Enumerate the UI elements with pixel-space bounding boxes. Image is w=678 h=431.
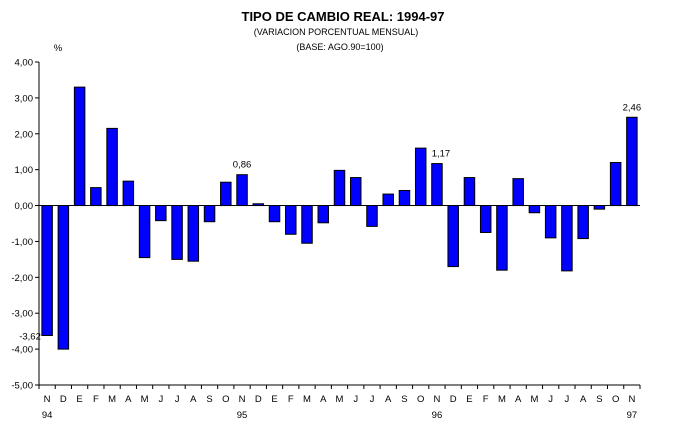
bar	[220, 181, 232, 207]
bar	[626, 116, 638, 207]
y-tick-label: -3,00	[11, 309, 33, 320]
bar	[528, 205, 541, 214]
bar	[414, 147, 427, 207]
y-tick-label: -5,00	[11, 381, 33, 392]
bar	[431, 163, 443, 207]
bar	[496, 205, 508, 271]
bar	[398, 189, 411, 207]
bar	[447, 205, 459, 268]
y-tick-label: 4,00	[15, 58, 34, 69]
bar	[73, 86, 86, 207]
x-tick-label: J	[548, 394, 553, 405]
bar	[561, 205, 573, 272]
x-tick-label: A	[515, 394, 522, 405]
x-tick-label: O	[222, 394, 229, 405]
x-tick-label: D	[450, 394, 457, 405]
x-year-label: 96	[432, 410, 443, 421]
x-tick-label: M	[336, 394, 344, 405]
x-tick-label: A	[580, 394, 587, 405]
x-tick-label: M	[303, 394, 311, 405]
y-axis-unit-label: %	[54, 43, 63, 54]
x-year-label: 97	[627, 410, 638, 421]
y-tick-label: 0,00	[15, 201, 34, 212]
x-tick-label: S	[206, 394, 212, 405]
x-tick-label: N	[628, 394, 635, 405]
bar	[609, 161, 622, 207]
y-tick-label: -2,00	[11, 273, 33, 284]
bar	[41, 205, 53, 336]
bar	[236, 174, 248, 207]
bar	[479, 205, 492, 233]
bar	[349, 177, 362, 207]
bar	[106, 127, 118, 207]
x-tick-label: E	[466, 394, 472, 405]
bar	[155, 205, 167, 222]
x-tick-label: A	[125, 394, 132, 405]
plot-area: -5,00 -4,00 -3,00 -2,00 -1,00 0,00 1,00 2,00 3,0…	[11, 58, 641, 422]
x-tick-label: J	[158, 394, 163, 405]
bar	[577, 205, 589, 240]
x-tick-label: D	[255, 394, 262, 405]
bar	[463, 177, 476, 207]
bar	[593, 205, 606, 210]
x-tick-label: D	[60, 394, 67, 405]
x-tick-label: A	[190, 394, 197, 405]
chart-title: TIPO DE CAMBIO REAL: 1994-97	[242, 9, 445, 24]
y-tick-label: -4,00	[11, 345, 33, 356]
bar	[544, 205, 557, 239]
x-tick-label: N	[239, 394, 246, 405]
y-tick-label: 2,00	[15, 129, 34, 140]
x-tick-label: M	[108, 394, 116, 405]
bar	[57, 205, 70, 350]
chart-subtitle-base: (BASE: AGO.90=100)	[296, 42, 383, 52]
x-tick-label: N	[434, 394, 441, 405]
x-tick-label: A	[320, 394, 327, 405]
bar	[333, 169, 346, 207]
x-tick-label: F	[93, 394, 99, 405]
data-label: 0,86	[233, 160, 252, 171]
bar	[203, 205, 216, 223]
x-year-label: 94	[42, 410, 53, 421]
x-tick-label: M	[141, 394, 149, 405]
chart-subtitle: (VARIACION PORCENTUAL MENSUAL)	[254, 27, 419, 37]
x-tick-label: J	[370, 394, 375, 405]
data-label: 2,46	[623, 102, 642, 113]
x-tick-label: S	[596, 394, 602, 405]
bar	[171, 205, 183, 260]
x-year-label: 95	[237, 410, 248, 421]
x-tick-label: M	[498, 394, 506, 405]
y-tick-label: 3,00	[15, 93, 34, 104]
x-tick-label: O	[612, 394, 619, 405]
x-tick-label: E	[271, 394, 277, 405]
y-tick-label: -1,00	[11, 237, 33, 248]
x-tick-label: A	[385, 394, 392, 405]
bar	[317, 205, 330, 224]
bar	[138, 205, 151, 259]
y-tick-label: 1,00	[15, 165, 34, 176]
x-tick-label: N	[44, 394, 51, 405]
bar	[187, 205, 200, 262]
bar	[366, 205, 378, 227]
x-tick-label: J	[175, 394, 180, 405]
x-tick-label: E	[76, 394, 82, 405]
x-tick-label: F	[288, 394, 294, 405]
bar	[285, 205, 297, 235]
bar	[382, 193, 394, 207]
x-tick-label: M	[530, 394, 538, 405]
bar	[122, 180, 135, 207]
x-tick-label: S	[401, 394, 407, 405]
x-tick-label: J	[353, 394, 358, 405]
data-label: 1,17	[432, 149, 451, 160]
x-tick-label: F	[483, 394, 489, 405]
bar	[268, 205, 281, 223]
data-label: -3,62	[19, 331, 41, 342]
bar	[512, 178, 524, 207]
bar	[301, 205, 313, 244]
x-tick-label: O	[417, 394, 424, 405]
bar	[90, 187, 102, 207]
x-tick-label: J	[565, 394, 570, 405]
